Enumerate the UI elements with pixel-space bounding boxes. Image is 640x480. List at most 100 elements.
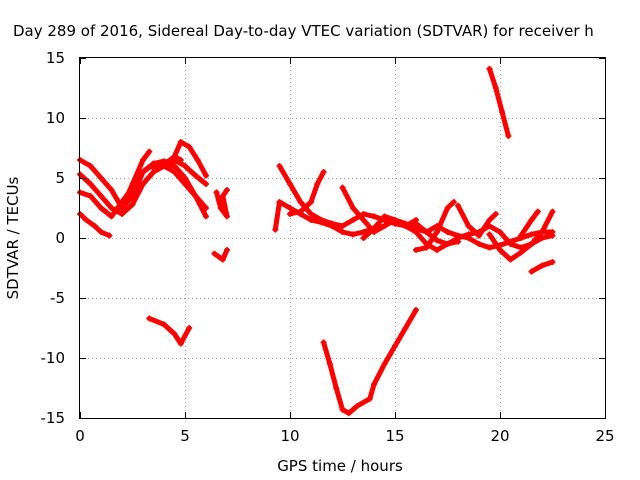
- data-point: [444, 241, 451, 247]
- data-point: [549, 208, 556, 215]
- data-point: [434, 229, 440, 235]
- series-trace-9: [146, 315, 192, 347]
- data-point: [345, 410, 352, 417]
- data-point: [308, 199, 314, 205]
- data-point: [177, 139, 184, 145]
- data-point: [140, 181, 146, 187]
- data-point: [192, 193, 199, 199]
- series-trace-10: [272, 199, 387, 237]
- data-point: [217, 205, 224, 211]
- data-point: [308, 211, 314, 217]
- data-point: [413, 229, 419, 235]
- data-point: [444, 205, 451, 211]
- data-point: [219, 256, 226, 263]
- x-tick-label: 0: [75, 427, 85, 445]
- data-point: [308, 217, 314, 223]
- data-point: [203, 172, 209, 179]
- data-point: [549, 259, 556, 265]
- data-point: [219, 193, 226, 199]
- data-point: [146, 148, 153, 155]
- data-point: [129, 181, 136, 187]
- data-point: [203, 213, 209, 220]
- data-point: [455, 202, 461, 209]
- data-point: [402, 325, 409, 331]
- data-point: [392, 217, 398, 223]
- data-point: [486, 65, 493, 72]
- data-point: [518, 249, 524, 256]
- y-tick-label: 5: [55, 169, 65, 187]
- data-point: [339, 406, 346, 413]
- x-tick-label: 15: [385, 427, 404, 445]
- data-point: [108, 187, 115, 193]
- data-point: [366, 395, 373, 402]
- data-point: [492, 211, 499, 217]
- data-point: [360, 235, 367, 241]
- data-point: [318, 217, 325, 223]
- data-point: [497, 247, 503, 253]
- data-point: [129, 201, 136, 208]
- x-tick-label: 10: [280, 427, 299, 445]
- data-point: [224, 213, 230, 220]
- data-point: [150, 165, 157, 172]
- data-point: [272, 226, 279, 233]
- data-point: [98, 229, 104, 235]
- data-point: [423, 244, 430, 251]
- data-point: [287, 211, 293, 217]
- data-point: [211, 250, 218, 257]
- data-point: [224, 247, 230, 253]
- data-point: [140, 157, 146, 163]
- data-point: [528, 231, 535, 238]
- data-point: [492, 85, 499, 91]
- series-trace-8: [211, 247, 230, 263]
- data-point: [350, 231, 356, 238]
- data-point: [98, 175, 104, 181]
- data-point: [83, 217, 90, 223]
- data-point: [528, 217, 535, 223]
- series-trace-22: [321, 307, 419, 416]
- series-trace-4: [119, 149, 152, 211]
- data-point: [350, 205, 356, 211]
- data-point: [333, 385, 340, 391]
- data-point: [465, 231, 472, 238]
- data-point: [287, 205, 293, 211]
- data-point: [360, 229, 367, 235]
- data-point: [371, 213, 377, 220]
- data-point: [339, 184, 346, 191]
- data-point: [161, 321, 167, 328]
- data-point: [476, 232, 482, 239]
- data-point: [106, 232, 113, 239]
- data-point: [392, 343, 398, 349]
- series-trace-21: [487, 66, 511, 139]
- data-point: [182, 175, 188, 181]
- data-point: [194, 157, 201, 163]
- data-point: [486, 244, 493, 251]
- data-point: [91, 223, 98, 229]
- data-point: [98, 193, 104, 199]
- data-point: [381, 361, 388, 367]
- axis-ticks: 0 5 10 15 20 25 15 10 5 0 -5 -10 -15: [41, 49, 615, 445]
- data-point: [450, 199, 457, 205]
- data-point: [192, 172, 199, 179]
- data-point: [314, 181, 321, 187]
- series-trace-7: [214, 187, 230, 219]
- data-point: [177, 157, 184, 163]
- data-point: [119, 211, 125, 217]
- data-point: [371, 381, 377, 388]
- data-point: [203, 181, 209, 187]
- data-point: [276, 199, 283, 205]
- data-point: [413, 307, 419, 313]
- data-point: [224, 187, 230, 193]
- data-point: [297, 208, 304, 215]
- data-point: [108, 205, 115, 211]
- data-point: [381, 213, 388, 220]
- data-point: [444, 229, 451, 235]
- data-point: [497, 229, 503, 235]
- data-point: [534, 208, 541, 215]
- data-point: [177, 340, 184, 347]
- chart-title: Day 289 of 2016, Sidereal Day-to-day VTE…: [13, 22, 594, 40]
- plot-border: [79, 57, 606, 419]
- data-point: [402, 223, 409, 229]
- data-point: [528, 241, 535, 247]
- x-tick-label: 25: [595, 427, 614, 445]
